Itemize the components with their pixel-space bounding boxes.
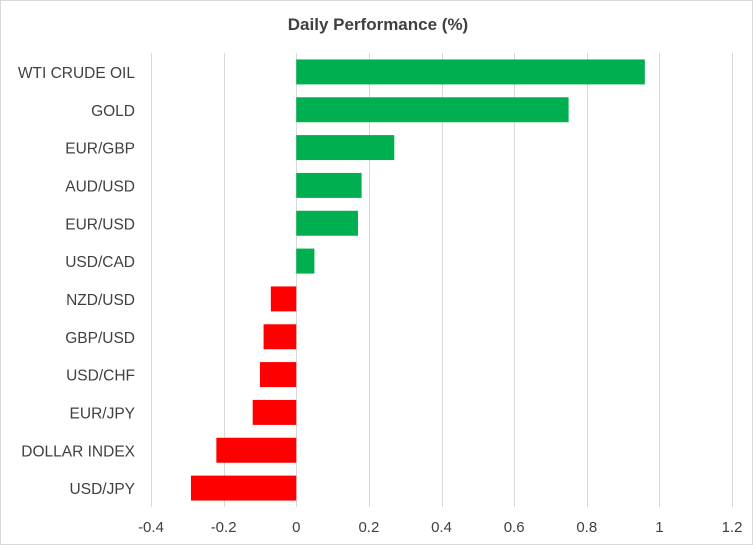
- bar-gbp-usd: [263, 324, 297, 350]
- x-tick-label: 0.8: [576, 519, 597, 536]
- bar-wti-crude-oil: [296, 59, 645, 85]
- bar-aud-usd: [296, 172, 362, 198]
- bar-usd-jpy: [190, 475, 297, 501]
- x-tick-label: 0.6: [504, 519, 525, 536]
- category-label: USD/JPY: [70, 481, 135, 498]
- category-label: EUR/GBP: [65, 141, 135, 158]
- category-labels: WTI CRUDE OIL GOLD EUR/GBP AUD/USD EUR/USD US…: [18, 65, 136, 498]
- category-label: GOLD: [91, 103, 135, 120]
- x-tick-label: -0.4: [138, 519, 164, 536]
- category-label: DOLLAR INDEX: [21, 443, 135, 460]
- chart-title: Daily Performance (%): [288, 15, 468, 34]
- bar-gold: [296, 97, 569, 123]
- x-tick-label: 1: [655, 519, 663, 536]
- bar-dollar-index: [216, 437, 297, 463]
- x-tick-label: 0.2: [358, 519, 379, 536]
- bar-eur-jpy: [252, 399, 297, 425]
- gridlines: [151, 53, 733, 507]
- bar-eur-gbp: [296, 135, 395, 161]
- x-axis-tick-labels: -0.4 -0.2 0 0.2 0.4 0.6 0.8 1 1.2: [138, 519, 742, 536]
- category-label: NZD/USD: [66, 292, 135, 309]
- x-tick-label: 1.2: [722, 519, 743, 536]
- bar-nzd-usd: [270, 286, 297, 312]
- category-label: EUR/USD: [65, 216, 135, 233]
- category-label: GBP/USD: [65, 330, 135, 347]
- bar-usd-cad: [296, 248, 315, 274]
- category-label: EUR/JPY: [70, 405, 135, 422]
- x-tick-label: 0.4: [431, 519, 452, 536]
- category-label: USD/CHF: [66, 368, 135, 385]
- x-tick-label: 0: [292, 519, 300, 536]
- bar-usd-chf: [259, 362, 297, 388]
- bars: [190, 59, 645, 501]
- category-label: USD/CAD: [65, 254, 135, 271]
- category-label: AUD/USD: [65, 178, 135, 195]
- x-tick-label: -0.2: [211, 519, 237, 536]
- category-label: WTI CRUDE OIL: [18, 65, 135, 82]
- bar-eur-usd: [296, 210, 358, 236]
